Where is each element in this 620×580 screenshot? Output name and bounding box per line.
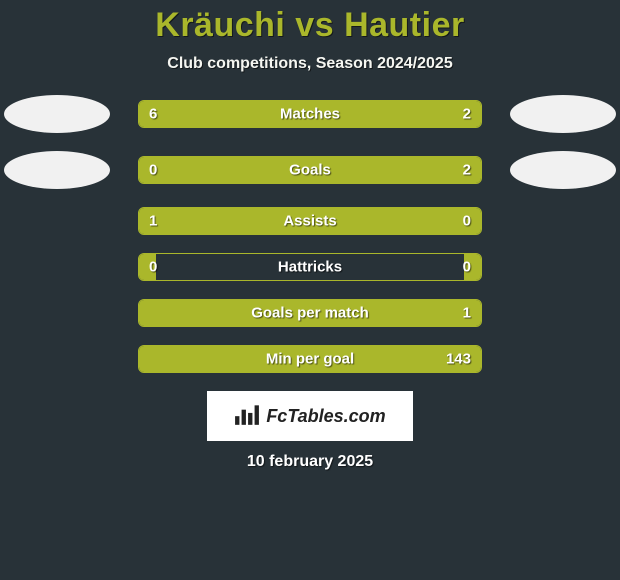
player-avatar-left [4, 95, 110, 133]
stat-value-right: 1 [463, 305, 471, 322]
bar-fill-right [201, 157, 481, 183]
stat-bars: 6 2 Matches 0 2 Goals 1 0 Assists 0 0 Hattricks 1 Goa… [0, 95, 620, 373]
stat-row: 0 2 Goals [0, 151, 620, 189]
stat-value-right: 0 [463, 259, 471, 276]
stat-value-left: 6 [149, 106, 157, 123]
brand-badge: FcTables.com [207, 391, 413, 441]
stat-bar: 6 2 Matches [138, 100, 482, 128]
bar-fill-left [139, 208, 399, 234]
stat-value-left: 0 [149, 162, 157, 179]
stat-bar: 0 0 Hattricks [138, 253, 482, 281]
stat-label: Hattricks [278, 259, 342, 276]
player-avatar-right [510, 95, 616, 133]
page-subtitle: Club competitions, Season 2024/2025 [167, 55, 452, 73]
stat-value-left: 1 [149, 213, 157, 230]
stat-row: 143 Min per goal [0, 345, 620, 373]
stat-bar: 143 Min per goal [138, 345, 482, 373]
stat-value-right: 2 [463, 162, 471, 179]
date-text: 10 february 2025 [247, 453, 373, 471]
stat-bar: 1 0 Assists [138, 207, 482, 235]
stat-row: 1 Goals per match [0, 299, 620, 327]
stat-bar: 0 2 Goals [138, 156, 482, 184]
stat-row: 1 0 Assists [0, 207, 620, 235]
bar-chart-icon [234, 403, 260, 430]
stat-bar: 1 Goals per match [138, 299, 482, 327]
page-title: Kräuchi vs Hautier [155, 6, 464, 45]
player-avatar-right [510, 151, 616, 189]
stat-label: Assists [283, 213, 336, 230]
stat-value-right: 0 [463, 213, 471, 230]
stat-label: Goals [289, 162, 331, 179]
bar-fill-left [139, 346, 156, 372]
stat-value-right: 143 [446, 351, 471, 368]
player-avatar-left [4, 151, 110, 189]
bar-fill-left [139, 300, 156, 326]
brand-text: FcTables.com [266, 406, 385, 427]
stat-row: 6 2 Matches [0, 95, 620, 133]
stat-label: Min per goal [266, 351, 354, 368]
bar-fill-left [139, 101, 396, 127]
stat-value-right: 2 [463, 106, 471, 123]
comparison-card: Kräuchi vs Hautier Club competitions, Se… [0, 0, 620, 471]
stat-value-left: 0 [149, 259, 157, 276]
stat-label: Matches [280, 106, 340, 123]
stat-label: Goals per match [251, 305, 369, 322]
stat-row: 0 0 Hattricks [0, 253, 620, 281]
